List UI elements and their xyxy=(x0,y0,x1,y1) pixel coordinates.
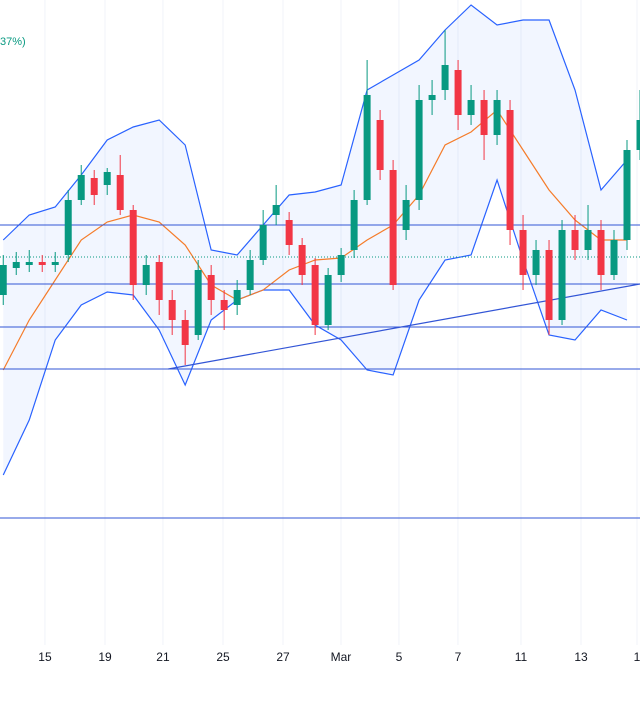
candle-body xyxy=(142,265,150,285)
x-tick-label: 21 xyxy=(156,650,170,664)
candle-body xyxy=(493,100,501,135)
candle-body xyxy=(545,250,553,320)
candle-body xyxy=(207,275,215,300)
candle-body xyxy=(467,100,475,115)
candle-body xyxy=(0,265,7,295)
candle-body xyxy=(25,262,33,265)
candle-body xyxy=(415,100,423,200)
x-tick-label: 13 xyxy=(574,650,588,664)
candle-body xyxy=(64,200,72,255)
candle-body xyxy=(558,230,566,320)
candle-body xyxy=(38,262,46,265)
candle-body xyxy=(51,262,59,265)
candle-body xyxy=(623,150,631,240)
candle-body xyxy=(363,95,371,200)
candle-body xyxy=(597,230,605,275)
x-tick-label: 27 xyxy=(276,650,290,664)
candle-body xyxy=(584,230,592,250)
candle-body xyxy=(181,320,189,345)
candle-body xyxy=(428,95,436,100)
candle-body xyxy=(402,200,410,230)
candle-body xyxy=(636,120,640,150)
candle-body xyxy=(220,300,228,310)
candle-body xyxy=(350,200,358,250)
x-tick-label: Mar xyxy=(331,650,352,664)
x-tick-label: 25 xyxy=(216,650,230,664)
candle-body xyxy=(532,250,540,275)
candle-body xyxy=(155,262,163,300)
plot xyxy=(0,0,640,645)
candle-body xyxy=(103,172,111,185)
candle-body xyxy=(298,245,306,275)
candle-body xyxy=(571,230,579,250)
candle-body xyxy=(376,120,384,170)
candle-body xyxy=(12,262,20,268)
candle-body xyxy=(116,175,124,210)
candle-body xyxy=(311,265,319,325)
candle-body xyxy=(272,205,280,215)
x-tick-label: 11 xyxy=(515,650,528,664)
candle-body xyxy=(337,255,345,275)
candle-body xyxy=(610,240,618,275)
candle-body xyxy=(233,290,241,305)
candle-body xyxy=(285,220,293,245)
candle-body xyxy=(194,270,202,335)
candle-body xyxy=(441,65,449,90)
candle-body xyxy=(519,230,527,275)
band-upper xyxy=(2,4,628,256)
indicator-label: 37%) xyxy=(0,36,26,48)
candle-body xyxy=(246,260,254,290)
candle-body xyxy=(454,70,462,115)
candle-body xyxy=(324,275,332,325)
candle-body xyxy=(90,178,98,195)
x-tick-label: 7 xyxy=(455,650,462,664)
candle-body xyxy=(77,175,85,200)
x-tick-label: 15 xyxy=(38,650,52,664)
candle-body xyxy=(480,100,488,135)
x-tick-label: 19 xyxy=(98,650,112,664)
candle-body xyxy=(168,300,176,320)
candle-body xyxy=(389,170,397,285)
candle-body xyxy=(506,110,514,230)
x-tick-label: 1 xyxy=(634,650,640,664)
candle-body xyxy=(129,210,137,285)
candle-body xyxy=(259,225,267,260)
x-tick-label: 5 xyxy=(396,650,403,664)
